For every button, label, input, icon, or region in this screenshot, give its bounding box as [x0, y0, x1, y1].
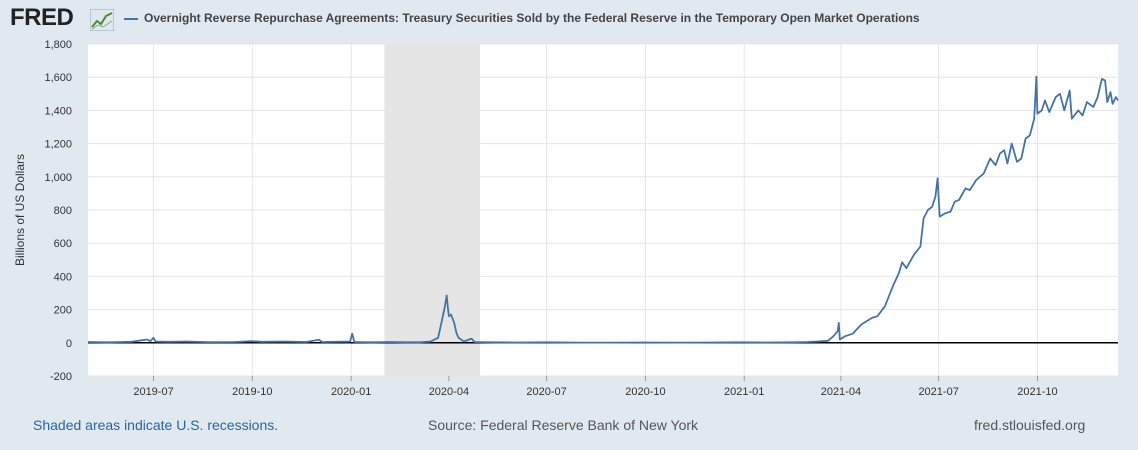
fred-logo[interactable]: FRED	[10, 4, 74, 31]
header: FRED Overnight Reverse Repurchase Agreem…	[0, 0, 1138, 40]
x-tick-label: 2019-07	[133, 386, 173, 398]
y-tick-label: 0	[66, 338, 72, 350]
x-tick-label: 2020-01	[331, 386, 371, 398]
y-axis-label: Billions of US Dollars	[13, 154, 27, 266]
x-tick-label: 2020-10	[625, 386, 665, 398]
y-tick-label: 800	[54, 205, 72, 217]
y-tick-label: 1,400	[44, 105, 72, 117]
y-tick-label: 1,800	[44, 39, 72, 51]
y-tick-label: -200	[50, 371, 72, 383]
x-tick-label: 2019-10	[232, 386, 272, 398]
y-tick-label: 600	[54, 238, 72, 250]
x-tick-label: 2021-04	[821, 386, 861, 398]
line-graph-icon	[90, 9, 114, 31]
series-line	[87, 75, 1119, 344]
source-credit: Source: Federal Reserve Bank of New York	[428, 417, 699, 433]
x-tick-label: 2021-10	[1017, 386, 1057, 398]
line-chart: -200 0 200 400 600 800 1,000 1,200 1,400 1,600 1,8…	[13, 39, 1119, 398]
x-tick-label: 2020-07	[526, 386, 566, 398]
x-tick-label: 2021-01	[724, 386, 764, 398]
chart-title: Overnight Reverse Repurchase Agreements:…	[144, 11, 920, 25]
x-tick-label: 2020-04	[429, 386, 469, 398]
site-link[interactable]: fred.stlouisfed.org	[974, 417, 1086, 433]
recession-note: Shaded areas indicate U.S. recessions.	[33, 417, 279, 433]
y-tick-label: 400	[54, 271, 72, 283]
y-tick-label: 200	[54, 305, 72, 317]
y-tick-label: 1,600	[44, 72, 72, 84]
legend-swatch	[124, 18, 138, 20]
y-tick-label: 1,000	[44, 172, 72, 184]
y-tick-label: 1,200	[44, 139, 72, 151]
x-tick-label: 2021-07	[918, 386, 958, 398]
